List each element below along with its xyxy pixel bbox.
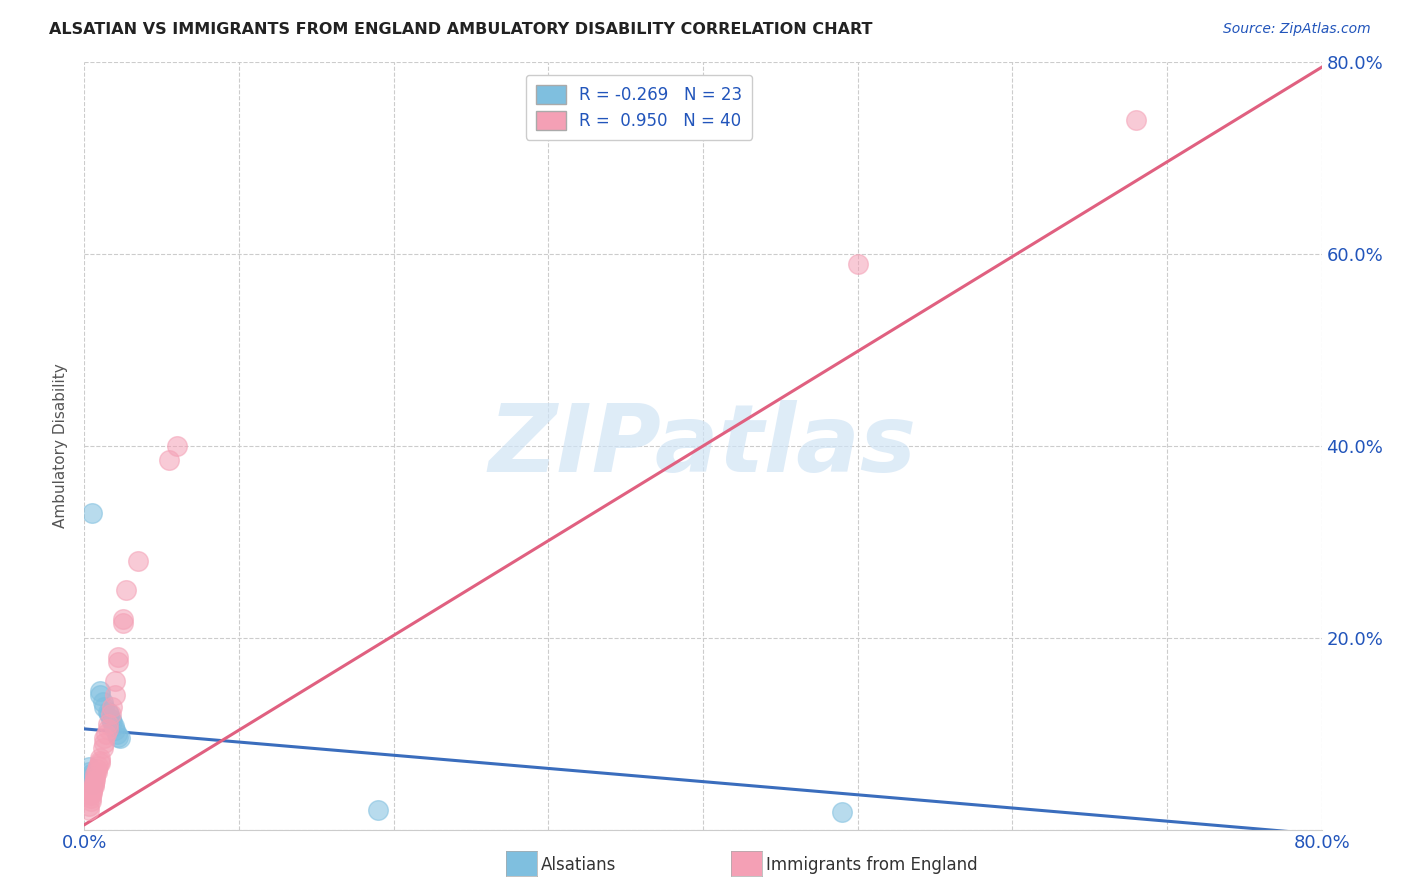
Text: Immigrants from England: Immigrants from England [766, 856, 979, 874]
Point [82, 774, 104, 789]
Point [108, 731, 131, 746]
Point [89, 689, 111, 703]
Point [82, 776, 104, 790]
Point [89, 750, 111, 764]
Point [100, 712, 122, 726]
Point [84, 767, 107, 781]
Point [79, 794, 101, 808]
Point [93, 731, 115, 746]
Point [101, 699, 124, 714]
Point [84, 770, 107, 784]
Point [159, 453, 180, 467]
Text: ZIPatlas: ZIPatlas [489, 400, 917, 492]
Point [96, 722, 118, 736]
Legend: R = -0.269   N = 23, R =  0.950   N = 40: R = -0.269 N = 23, R = 0.950 N = 40 [526, 75, 752, 140]
Point [1125, 113, 1147, 128]
Point [100, 707, 122, 722]
Point [166, 439, 188, 453]
Point [831, 805, 853, 820]
Point [83, 774, 105, 789]
Point [96, 705, 118, 719]
Point [87, 759, 110, 773]
Point [104, 689, 127, 703]
Point [89, 754, 111, 768]
Point [79, 788, 101, 802]
Point [91, 695, 114, 709]
Point [82, 506, 104, 520]
Point [115, 582, 138, 597]
Point [112, 612, 135, 626]
Point [112, 616, 135, 631]
Point [83, 776, 105, 790]
Point [91, 741, 114, 756]
Point [77, 804, 100, 818]
Point [83, 780, 105, 794]
Point [367, 804, 389, 818]
Point [94, 726, 117, 740]
Point [86, 765, 108, 780]
Point [93, 699, 115, 714]
Point [89, 756, 111, 771]
Y-axis label: Ambulatory Disability: Ambulatory Disability [53, 364, 69, 528]
Point [84, 772, 107, 787]
Point [79, 791, 101, 805]
Point [79, 767, 101, 781]
Point [103, 719, 125, 733]
Point [107, 655, 129, 669]
Point [82, 784, 104, 798]
Text: Source: ZipAtlas.com: Source: ZipAtlas.com [1223, 22, 1371, 37]
Point [77, 760, 100, 774]
Point [127, 554, 149, 568]
Point [86, 762, 108, 776]
Point [105, 726, 128, 740]
Point [89, 683, 111, 698]
Point [107, 649, 129, 664]
Point [104, 723, 127, 737]
Point [93, 736, 115, 750]
Point [79, 772, 101, 787]
Point [79, 770, 101, 784]
Point [82, 782, 104, 797]
Point [846, 257, 869, 271]
Point [77, 765, 100, 780]
Point [107, 730, 129, 744]
Point [96, 717, 118, 731]
Text: Alsatians: Alsatians [541, 856, 617, 874]
Point [101, 715, 124, 730]
Point [82, 786, 104, 800]
Point [77, 798, 100, 813]
Text: ALSATIAN VS IMMIGRANTS FROM ENGLAND AMBULATORY DISABILITY CORRELATION CHART: ALSATIAN VS IMMIGRANTS FROM ENGLAND AMBU… [49, 22, 873, 37]
Point [104, 673, 127, 688]
Point [98, 707, 121, 722]
